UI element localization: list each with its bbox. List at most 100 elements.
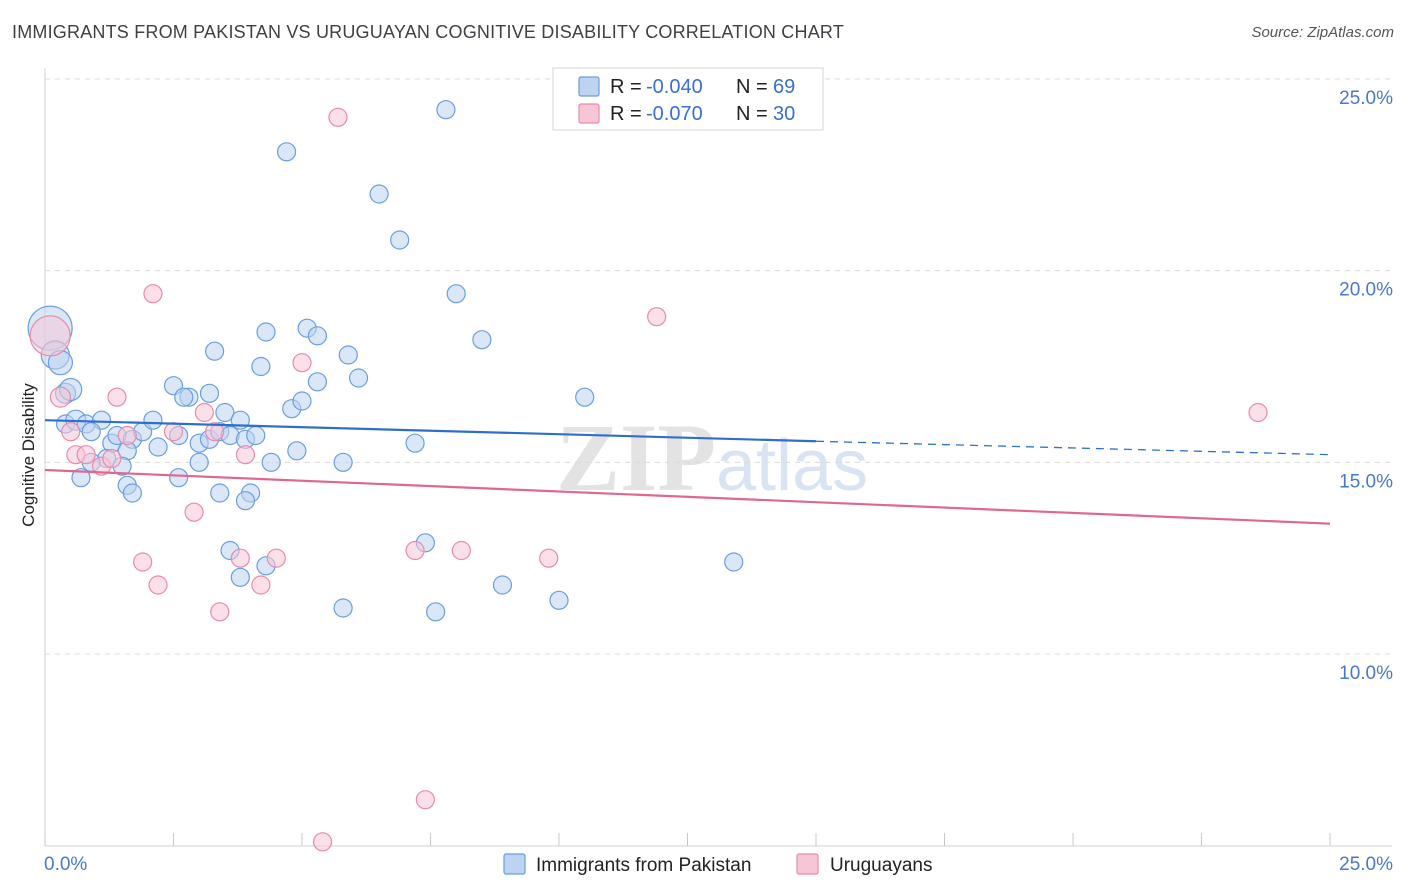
pakistan-point-57	[333, 452, 353, 472]
series-legend: Immigrants from Pakistan Uruguayans	[503, 853, 932, 876]
pakistan-point-62	[426, 602, 446, 622]
uruguayan-point-26	[539, 548, 559, 568]
pakistan-point-49	[287, 441, 307, 461]
pakistan-point-59	[390, 230, 410, 250]
pakistan-point-22	[148, 437, 168, 457]
y-tick-label-25: 25.0%	[1339, 88, 1393, 109]
trend-lines	[44, 419, 1331, 525]
uruguayan-point-6	[102, 448, 122, 469]
pakistan-point-54	[307, 372, 328, 392]
pakistan-trend-line	[44, 419, 817, 443]
y-tick-label-15: 15.0%	[1339, 471, 1393, 492]
uruguayan-point-7	[107, 387, 127, 407]
uruguayan-point-14	[194, 402, 214, 423]
uruguayan-point-10	[133, 552, 153, 572]
pakistan-point-66	[472, 330, 492, 350]
uruguayan-point-25	[451, 540, 471, 561]
legend-r-value-2: -0.070	[646, 103, 703, 125]
pakistan-point-53	[307, 326, 328, 346]
pakistan-point-70	[724, 552, 744, 572]
uruguayan-point-21	[292, 353, 312, 373]
uruguayan-point-11	[148, 575, 168, 595]
watermark-atlas: atlas	[716, 426, 868, 506]
pakistan-point-39	[235, 491, 256, 511]
pakistan-point-31	[174, 387, 194, 407]
x-tick-label-max: 25.0%	[1339, 854, 1393, 875]
grid-lines	[45, 78, 1392, 655]
pakistan-point-40	[205, 341, 225, 361]
uruguayan-point-27	[647, 307, 667, 327]
uruguayan-point-24	[415, 790, 435, 810]
pakistan-point-51	[276, 142, 297, 162]
chart-title: IMMIGRANTS FROM PAKISTAN VS URUGUAYAN CO…	[12, 22, 844, 42]
pakistan-point-41	[251, 356, 271, 377]
pakistan-point-55	[338, 345, 358, 365]
uruguayan-point-28	[1248, 402, 1268, 423]
uruguayan-point-22	[328, 107, 348, 127]
pakistan-point-42	[256, 322, 276, 342]
legend-r-label-2: R =	[610, 103, 642, 125]
pakistan-point-63	[333, 598, 353, 618]
data-points	[27, 100, 1268, 852]
uruguayan-point-16	[210, 602, 230, 622]
uruguayan-point-2	[61, 422, 81, 442]
y-tick-label-20: 20.0%	[1339, 280, 1393, 301]
legend-swatch-blue	[578, 76, 600, 97]
pakistan-point-60	[405, 433, 425, 453]
y-axis-title: Cognitive Disability	[19, 383, 38, 527]
x-ticks	[44, 833, 1331, 846]
series-legend-swatch-blue	[503, 853, 526, 875]
uruguayan-trend-line	[44, 468, 1331, 525]
pakistan-point-64	[436, 100, 456, 120]
legend-swatch-pink	[578, 103, 600, 124]
uruguayan-point-18	[235, 445, 256, 465]
pakistan-point-33	[215, 402, 235, 423]
axes	[44, 68, 1392, 847]
pakistan-point-20	[122, 483, 142, 503]
pakistan-point-37	[210, 483, 230, 503]
uruguayan-point-12	[163, 422, 184, 442]
uruguayan-point-23	[405, 540, 425, 561]
pakistan-point-69	[575, 387, 595, 407]
source-label: Source: ZipAtlas.com	[1251, 24, 1394, 41]
pakistan-point-50	[246, 425, 266, 446]
uruguayan-point-8	[117, 425, 137, 446]
uruguayan-point-0	[29, 315, 71, 357]
y-tick-label-10: 10.0%	[1339, 663, 1393, 684]
legend-n-value-2: 30	[773, 103, 795, 125]
uruguayan-point-17	[230, 548, 250, 568]
pakistan-point-18	[71, 468, 91, 488]
series-legend-swatch-pink	[796, 853, 819, 875]
legend-n-label-1: N =	[736, 76, 768, 98]
y-tick-labels: 10.0% 15.0% 20.0% 25.0%	[1339, 88, 1393, 684]
pakistan-point-23	[169, 468, 189, 488]
pakistan-point-65	[446, 284, 466, 304]
legend-n-value-1: 69	[773, 76, 795, 98]
uruguayan-point-9	[143, 284, 163, 304]
pakistan-point-48	[292, 391, 312, 411]
pakistan-point-9	[81, 422, 101, 442]
legend-r-value-1: -0.040	[646, 76, 703, 98]
uruguayan-point-13	[184, 502, 204, 522]
correlation-legend: R = -0.040 N = 69 R = -0.070 N = 30	[552, 67, 824, 131]
series-legend-label-uruguayans: Uruguayans	[830, 855, 932, 876]
series-legend-label-pakistan: Immigrants from Pakistan	[536, 855, 751, 876]
pakistan-point-21	[143, 410, 163, 430]
pakistan-point-32	[199, 383, 220, 403]
uruguayan-point-20	[266, 548, 286, 568]
pakistan-point-44	[230, 567, 250, 587]
x-tick-label-min: 0.0%	[44, 854, 87, 875]
uruguayan-point-19	[251, 575, 271, 595]
uruguayan-point-29	[312, 832, 333, 852]
uruguayan-point-1	[49, 386, 72, 408]
legend-n-label-2: N =	[736, 103, 768, 125]
uruguayan-point-15	[205, 422, 225, 442]
pakistan-point-68	[549, 590, 569, 610]
pakistan-trend-extension	[815, 440, 1331, 456]
pakistan-point-30	[189, 452, 209, 472]
legend-r-label-1: R =	[610, 76, 642, 98]
uruguayan-point-4	[76, 445, 96, 465]
pakistan-point-58	[369, 184, 389, 204]
pakistan-point-67	[492, 575, 513, 595]
